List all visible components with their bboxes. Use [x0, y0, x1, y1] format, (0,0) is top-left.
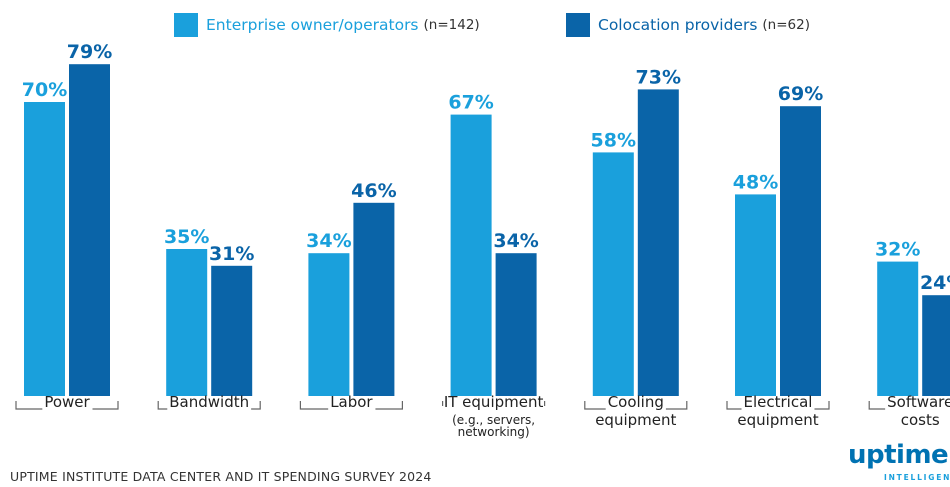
bar-enterprise	[308, 253, 350, 396]
uptime-logo: uptime	[848, 440, 949, 470]
legend-n-enterprise: (n=142)	[423, 17, 480, 33]
bar-colocation	[353, 202, 395, 396]
bar-enterprise	[166, 249, 208, 396]
category-label-mask	[605, 406, 666, 412]
chart-legend: Enterprise owner/operators (n=142) Coloc…	[0, 10, 950, 40]
legend-swatch-enterprise	[174, 13, 198, 37]
category-label: (e.g., servers,	[452, 413, 535, 427]
category-label-mask	[328, 406, 376, 412]
legend-item-enterprise: Enterprise owner/operators (n=142)	[174, 10, 480, 40]
category-label: Software	[887, 393, 950, 411]
bar-enterprise	[877, 261, 919, 396]
legend-n-colocation: (n=62)	[762, 17, 810, 33]
source-note: UPTIME INSTITUTE DATA CENTER AND IT SPEN…	[10, 469, 432, 484]
data-label-colocation: 69%	[778, 83, 823, 105]
category-label: equipment	[737, 411, 818, 429]
category-label-mask	[885, 406, 950, 412]
category-label: Bandwidth	[169, 393, 249, 411]
bar-colocation	[922, 295, 950, 396]
data-label-colocation: 73%	[636, 66, 681, 88]
data-label-enterprise: 32%	[875, 239, 920, 261]
bar-enterprise	[592, 152, 634, 396]
data-label-colocation: 34%	[493, 230, 538, 252]
legend-label-enterprise: Enterprise owner/operators	[206, 16, 419, 34]
data-label-enterprise: 67%	[448, 92, 493, 114]
uptime-logo-subtitle: INTELLIGENCE	[884, 473, 950, 482]
bar-colocation	[211, 265, 253, 396]
category-label: networking)	[458, 425, 530, 439]
legend-swatch-colocation	[566, 13, 590, 37]
category-label: costs	[901, 411, 940, 429]
bar-colocation	[637, 89, 679, 397]
bar-enterprise	[735, 194, 776, 396]
data-label-colocation: 24%	[920, 272, 950, 294]
category-label: Cooling	[608, 393, 664, 411]
category-label: Electrical	[744, 393, 813, 411]
bar-colocation	[780, 106, 821, 396]
category-label: Labor	[330, 393, 373, 411]
category-label-mask	[42, 406, 93, 412]
category-label-mask	[741, 406, 815, 412]
data-label-enterprise: 70%	[22, 79, 67, 101]
data-label-colocation: 79%	[67, 41, 112, 63]
category-label: equipment	[595, 411, 676, 429]
category-label-mask	[167, 406, 252, 412]
data-label-enterprise: 34%	[306, 230, 351, 252]
data-label-colocation: 31%	[209, 243, 254, 265]
data-label-enterprise: 58%	[591, 129, 636, 151]
legend-label-colocation: Colocation providers	[598, 16, 758, 34]
bar-colocation	[69, 64, 110, 396]
bar-colocation	[495, 253, 537, 396]
bar-enterprise	[24, 102, 65, 396]
data-label-enterprise: 35%	[164, 226, 209, 248]
bar-enterprise	[450, 114, 492, 396]
legend-item-colocation: Colocation providers (n=62)	[566, 10, 810, 40]
category-label: IT equipment	[444, 393, 544, 411]
category-label: Power	[44, 393, 90, 411]
category-label-mask	[441, 406, 546, 412]
data-label-colocation: 46%	[351, 180, 396, 202]
data-label-enterprise: 48%	[733, 171, 778, 193]
